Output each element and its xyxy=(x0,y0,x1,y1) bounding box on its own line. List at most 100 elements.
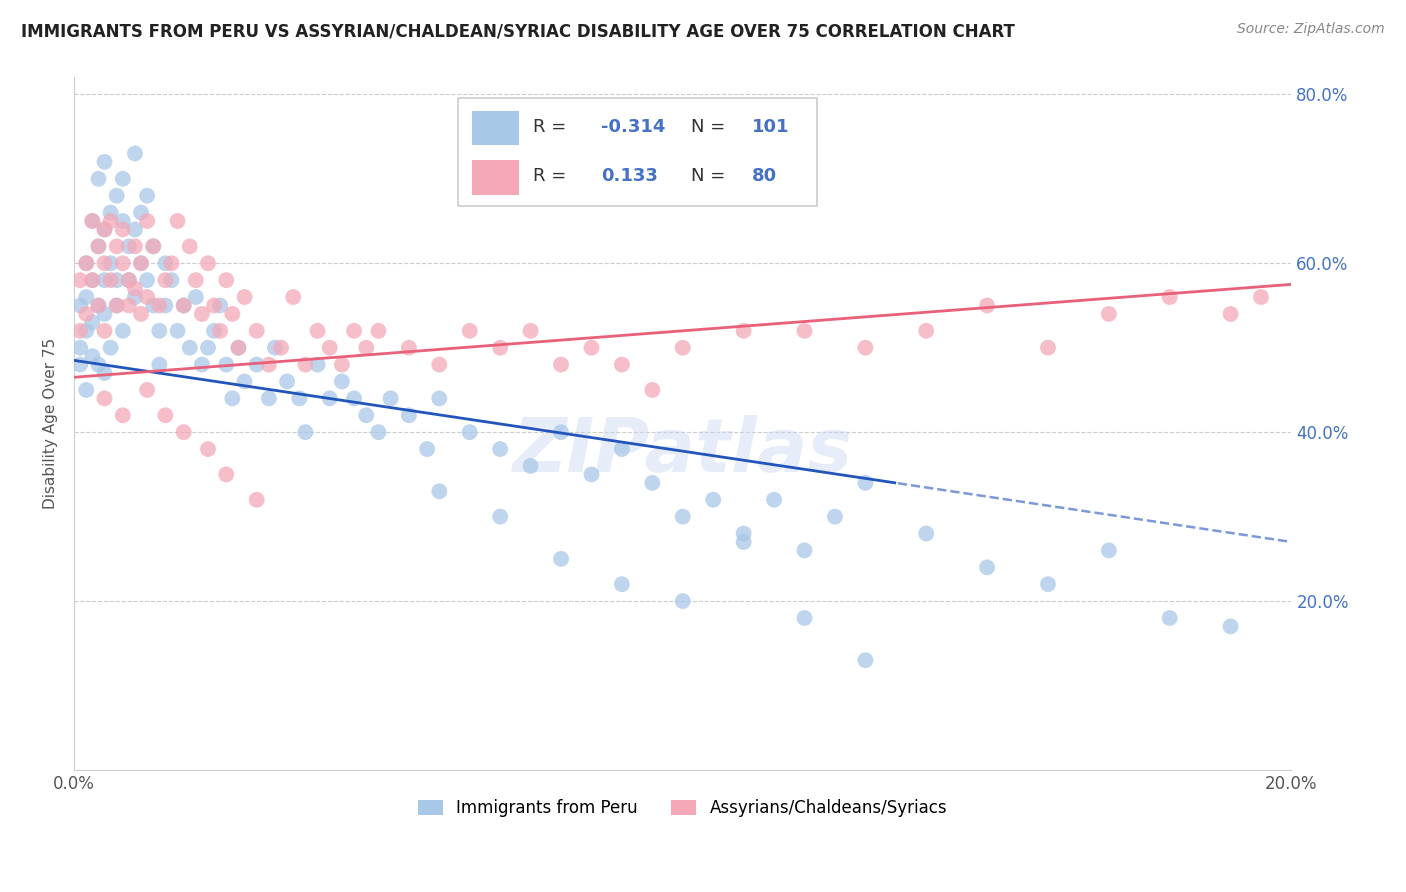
Point xyxy=(853,341,876,355)
Point xyxy=(489,509,512,524)
Point xyxy=(294,425,316,439)
Point xyxy=(191,358,214,372)
Point xyxy=(69,273,91,287)
Point xyxy=(136,273,159,287)
Point xyxy=(343,324,366,338)
Point xyxy=(380,392,402,406)
Point xyxy=(179,239,201,253)
Point xyxy=(853,475,876,490)
Point xyxy=(793,543,815,558)
Point xyxy=(142,298,165,312)
Point xyxy=(100,256,122,270)
Point xyxy=(142,239,165,253)
Point xyxy=(136,188,159,202)
Point xyxy=(264,341,287,355)
Point xyxy=(1036,341,1059,355)
Point xyxy=(111,171,134,186)
Point xyxy=(118,298,141,312)
Point xyxy=(641,475,664,490)
Point xyxy=(148,324,170,338)
Point xyxy=(148,298,170,312)
Point xyxy=(111,409,134,423)
Point xyxy=(142,239,165,253)
Point xyxy=(129,205,152,219)
Point xyxy=(69,358,91,372)
Point xyxy=(550,358,572,372)
Point xyxy=(82,214,104,228)
Point xyxy=(93,273,115,287)
Point xyxy=(93,256,115,270)
Point xyxy=(319,341,342,355)
Point xyxy=(93,222,115,236)
Point xyxy=(87,298,110,312)
Point xyxy=(458,425,481,439)
Point xyxy=(166,324,188,338)
Point xyxy=(915,324,938,338)
Point xyxy=(75,290,97,304)
Point xyxy=(93,222,115,236)
Point xyxy=(129,256,152,270)
Point xyxy=(124,146,146,161)
Point xyxy=(173,298,195,312)
Point xyxy=(124,222,146,236)
Point xyxy=(136,290,159,304)
Point xyxy=(215,467,238,482)
Point xyxy=(111,256,134,270)
Point xyxy=(118,239,141,253)
Point xyxy=(733,535,755,549)
Point xyxy=(105,298,128,312)
Point xyxy=(330,358,353,372)
Point xyxy=(246,492,269,507)
Point xyxy=(1159,611,1181,625)
Point xyxy=(209,298,232,312)
Point xyxy=(367,324,389,338)
Point xyxy=(197,256,219,270)
Point xyxy=(733,526,755,541)
Text: Source: ZipAtlas.com: Source: ZipAtlas.com xyxy=(1237,22,1385,37)
Point xyxy=(276,375,298,389)
Point xyxy=(1219,307,1241,321)
Point xyxy=(173,425,195,439)
Point xyxy=(215,273,238,287)
Point xyxy=(1159,290,1181,304)
Point xyxy=(87,239,110,253)
Point xyxy=(87,239,110,253)
Point xyxy=(93,324,115,338)
Point xyxy=(283,290,305,304)
Point xyxy=(124,290,146,304)
Point xyxy=(319,392,342,406)
Point xyxy=(75,307,97,321)
Point xyxy=(124,239,146,253)
Point xyxy=(197,341,219,355)
Y-axis label: Disability Age Over 75: Disability Age Over 75 xyxy=(44,338,58,509)
Point xyxy=(118,273,141,287)
Point xyxy=(702,492,724,507)
Point xyxy=(288,392,311,406)
Point xyxy=(111,222,134,236)
Point xyxy=(118,273,141,287)
Point xyxy=(427,484,450,499)
Point xyxy=(233,375,256,389)
Point xyxy=(191,307,214,321)
Point xyxy=(976,560,998,574)
Point xyxy=(354,341,377,355)
Point xyxy=(343,392,366,406)
Point xyxy=(221,307,243,321)
Point xyxy=(100,205,122,219)
Point xyxy=(581,341,603,355)
Point xyxy=(87,298,110,312)
Point xyxy=(672,594,695,608)
Point xyxy=(75,324,97,338)
Point xyxy=(733,324,755,338)
Point xyxy=(246,324,269,338)
Point xyxy=(93,155,115,169)
Point xyxy=(105,239,128,253)
Point xyxy=(179,341,201,355)
Point xyxy=(915,526,938,541)
Point xyxy=(793,611,815,625)
Point xyxy=(155,298,177,312)
Point xyxy=(155,256,177,270)
Point xyxy=(233,290,256,304)
Text: IMMIGRANTS FROM PERU VS ASSYRIAN/CHALDEAN/SYRIAC DISABILITY AGE OVER 75 CORRELAT: IMMIGRANTS FROM PERU VS ASSYRIAN/CHALDEA… xyxy=(21,22,1015,40)
Legend: Immigrants from Peru, Assyrians/Chaldeans/Syriacs: Immigrants from Peru, Assyrians/Chaldean… xyxy=(412,793,955,824)
